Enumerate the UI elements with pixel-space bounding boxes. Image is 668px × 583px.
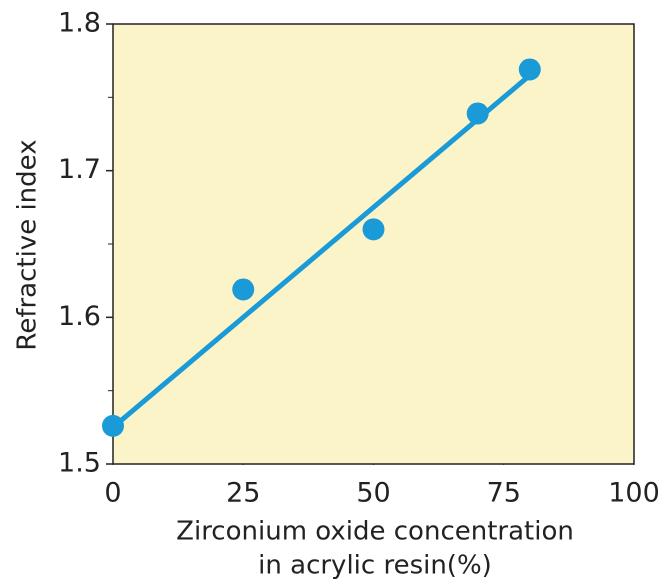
y-tick-label: 1.7: [58, 154, 101, 185]
y-tick-label: 1.8: [58, 8, 101, 39]
fit-line: [111, 73, 532, 430]
data-point: [232, 278, 255, 301]
x-tick-label: 75: [487, 478, 521, 509]
y-tick-label: 1.5: [58, 448, 101, 479]
data-point: [362, 218, 385, 241]
data-point: [518, 58, 541, 81]
data-point: [102, 414, 124, 437]
x-tick-label: 100: [608, 478, 660, 509]
x-axis-label: Zirconium oxide concentration: [176, 517, 574, 547]
x-axis-label: in acrylic resin(%): [258, 551, 492, 581]
plot-area: [112, 23, 635, 465]
y-axis-label: Refractive index: [13, 139, 43, 350]
x-tick-label: 50: [356, 478, 390, 509]
y-tick-label: 1.6: [58, 301, 101, 332]
x-tick-label: 25: [226, 478, 260, 509]
data-point: [466, 102, 489, 125]
x-tick-label: 0: [104, 478, 121, 509]
